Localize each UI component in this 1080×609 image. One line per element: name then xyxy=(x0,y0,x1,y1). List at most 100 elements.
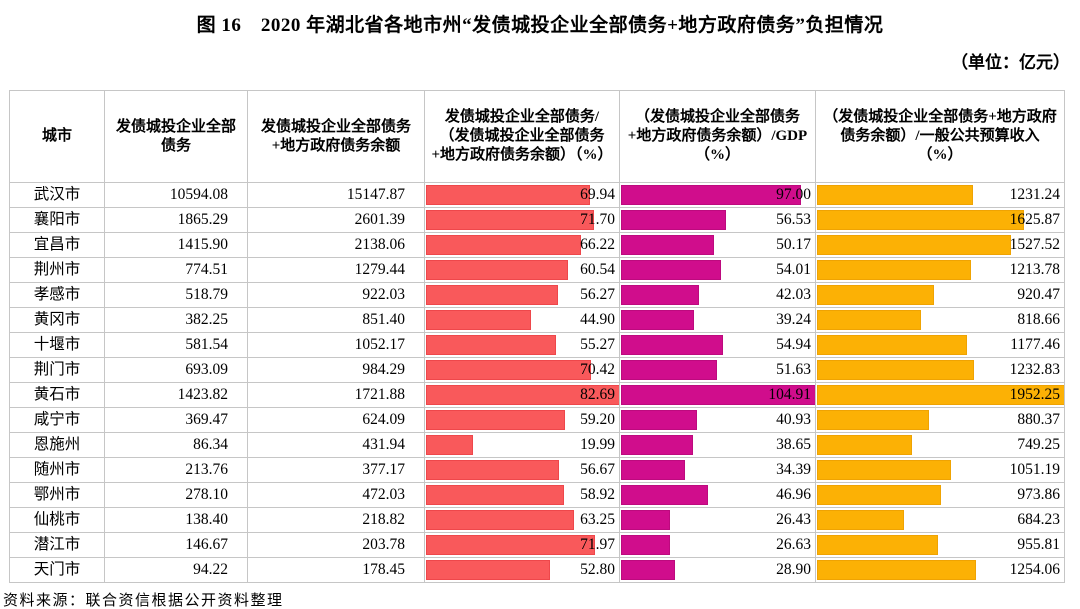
magenta-data-bar xyxy=(621,210,727,230)
cell-budget-ratio: 1952.25 xyxy=(815,382,1065,408)
table-row: 孝感市 518.79 922.03 56.27 42.03 920.47 xyxy=(9,282,1065,308)
cell-debt-ratio-value: 55.27 xyxy=(580,336,615,353)
cell-gdp-ratio: 54.94 xyxy=(619,332,816,358)
cell-budget-ratio-value: 749.25 xyxy=(1017,436,1060,453)
cell-budget-ratio-value: 1527.52 xyxy=(1009,236,1060,253)
cell-gdp-ratio-value: 34.39 xyxy=(776,461,811,478)
cell-gdp-ratio: 26.43 xyxy=(619,507,816,533)
cell-total-debt: 278.10 xyxy=(104,482,248,508)
cell-debt-ratio: 70.42 xyxy=(424,357,620,383)
cell-total-debt: 774.51 xyxy=(104,257,248,283)
red-data-bar xyxy=(426,310,532,330)
cell-gdp-ratio-value: 51.63 xyxy=(776,361,811,378)
cell-budget-ratio-value: 880.37 xyxy=(1017,411,1060,428)
cell-gdp-ratio: 46.96 xyxy=(619,482,816,508)
orange-data-bar xyxy=(817,410,929,430)
cell-budget-ratio: 955.81 xyxy=(815,532,1065,558)
cell-budget-ratio-value: 1213.78 xyxy=(1009,261,1060,278)
header-debt-ratio: 发债城投企业全部债务/（发债城投企业全部债务+地方政府债务余额）（%） xyxy=(424,90,620,183)
cell-budget-ratio: 749.25 xyxy=(815,432,1065,458)
cell-gdp-ratio: 38.65 xyxy=(619,432,816,458)
cell-budget-ratio: 684.23 xyxy=(815,507,1065,533)
red-data-bar xyxy=(426,235,582,255)
cell-debt-plus-gov: 624.09 xyxy=(247,407,425,433)
cell-total-debt: 1423.82 xyxy=(104,382,248,408)
cell-budget-ratio: 973.86 xyxy=(815,482,1065,508)
cell-debt-plus-gov: 472.03 xyxy=(247,482,425,508)
red-data-bar xyxy=(426,560,550,580)
cell-gdp-ratio-value: 54.01 xyxy=(776,261,811,278)
cell-city: 仙桃市 xyxy=(9,507,105,533)
cell-debt-ratio: 52.80 xyxy=(424,557,620,583)
cell-debt-ratio: 82.69 xyxy=(424,382,620,408)
cell-budget-ratio-value: 818.66 xyxy=(1017,311,1060,328)
cell-city: 恩施州 xyxy=(9,432,105,458)
cell-city: 荆门市 xyxy=(9,357,105,383)
cell-debt-ratio: 59.20 xyxy=(424,407,620,433)
table-row: 襄阳市 1865.29 2601.39 71.70 56.53 1625.87 xyxy=(9,207,1065,233)
cell-city: 襄阳市 xyxy=(9,207,105,233)
cell-city: 孝感市 xyxy=(9,282,105,308)
orange-data-bar xyxy=(817,435,913,455)
table-row: 荆州市 774.51 1279.44 60.54 54.01 1213.78 xyxy=(9,257,1065,283)
cell-budget-ratio-value: 1232.83 xyxy=(1009,361,1060,378)
cell-debt-ratio: 71.97 xyxy=(424,532,620,558)
cell-budget-ratio-value: 955.81 xyxy=(1017,536,1060,553)
cell-gdp-ratio: 97.00 xyxy=(619,182,816,208)
cell-gdp-ratio-value: 56.53 xyxy=(776,211,811,228)
table-row: 黄冈市 382.25 851.40 44.90 39.24 818.66 xyxy=(9,307,1065,333)
orange-data-bar xyxy=(817,535,939,555)
cell-budget-ratio: 1177.46 xyxy=(815,332,1065,358)
magenta-data-bar xyxy=(621,510,671,530)
cell-debt-plus-gov: 1052.17 xyxy=(247,332,425,358)
cell-gdp-ratio-value: 28.90 xyxy=(776,561,811,578)
table-row: 天门市 94.22 178.45 52.80 28.90 1254.06 xyxy=(9,557,1065,583)
cell-city: 十堰市 xyxy=(9,332,105,358)
cell-budget-ratio-value: 1231.24 xyxy=(1009,186,1060,203)
orange-data-bar xyxy=(817,460,951,480)
cell-debt-ratio: 56.27 xyxy=(424,282,620,308)
cell-debt-ratio-value: 69.94 xyxy=(580,186,615,203)
cell-gdp-ratio-value: 38.65 xyxy=(776,436,811,453)
cell-total-debt: 369.47 xyxy=(104,407,248,433)
cell-city: 潜江市 xyxy=(9,532,105,558)
cell-city: 咸宁市 xyxy=(9,407,105,433)
cell-budget-ratio-value: 1952.25 xyxy=(1009,386,1060,403)
cell-debt-plus-gov: 178.45 xyxy=(247,557,425,583)
cell-debt-ratio-value: 58.92 xyxy=(580,486,615,503)
cell-gdp-ratio: 104.91 xyxy=(619,382,816,408)
table-row: 鄂州市 278.10 472.03 58.92 46.96 973.86 xyxy=(9,482,1065,508)
cell-total-debt: 213.76 xyxy=(104,457,248,483)
cell-city: 武汉市 xyxy=(9,182,105,208)
magenta-data-bar xyxy=(621,285,700,305)
cell-debt-ratio: 44.90 xyxy=(424,307,620,333)
magenta-data-bar xyxy=(621,435,693,455)
cell-gdp-ratio: 56.53 xyxy=(619,207,816,233)
cell-debt-plus-gov: 1721.88 xyxy=(247,382,425,408)
red-data-bar xyxy=(426,360,592,380)
cell-city: 天门市 xyxy=(9,557,105,583)
header-budget-ratio: （发债城投企业全部债务+地方政府债务余额）/一般公共预算收入（%） xyxy=(815,90,1065,183)
table-row: 十堰市 581.54 1052.17 55.27 54.94 1177.46 xyxy=(9,332,1065,358)
table-row: 随州市 213.76 377.17 56.67 34.39 1051.19 xyxy=(9,457,1065,483)
cell-total-debt: 693.09 xyxy=(104,357,248,383)
cell-debt-ratio-value: 63.25 xyxy=(580,511,615,528)
orange-data-bar xyxy=(817,335,967,355)
cell-gdp-ratio: 34.39 xyxy=(619,457,816,483)
cell-total-debt: 146.67 xyxy=(104,532,248,558)
table-row: 黄石市 1423.82 1721.88 82.69 104.91 1952.25 xyxy=(9,382,1065,408)
cell-total-debt: 1415.90 xyxy=(104,232,248,258)
cell-city: 鄂州市 xyxy=(9,482,105,508)
table-row: 潜江市 146.67 203.78 71.97 26.63 955.81 xyxy=(9,532,1065,558)
cell-total-debt: 518.79 xyxy=(104,282,248,308)
cell-debt-ratio: 69.94 xyxy=(424,182,620,208)
cell-total-debt: 94.22 xyxy=(104,557,248,583)
cell-budget-ratio: 1232.83 xyxy=(815,357,1065,383)
header-debt-plus-gov: 发债城投企业全部债务+地方政府债务余额 xyxy=(247,90,425,183)
orange-data-bar xyxy=(817,285,934,305)
cell-debt-ratio: 55.27 xyxy=(424,332,620,358)
cell-debt-ratio-value: 71.70 xyxy=(580,211,615,228)
cell-debt-ratio-value: 66.22 xyxy=(580,236,615,253)
cell-gdp-ratio-value: 50.17 xyxy=(776,236,811,253)
cell-budget-ratio-value: 920.47 xyxy=(1017,286,1060,303)
